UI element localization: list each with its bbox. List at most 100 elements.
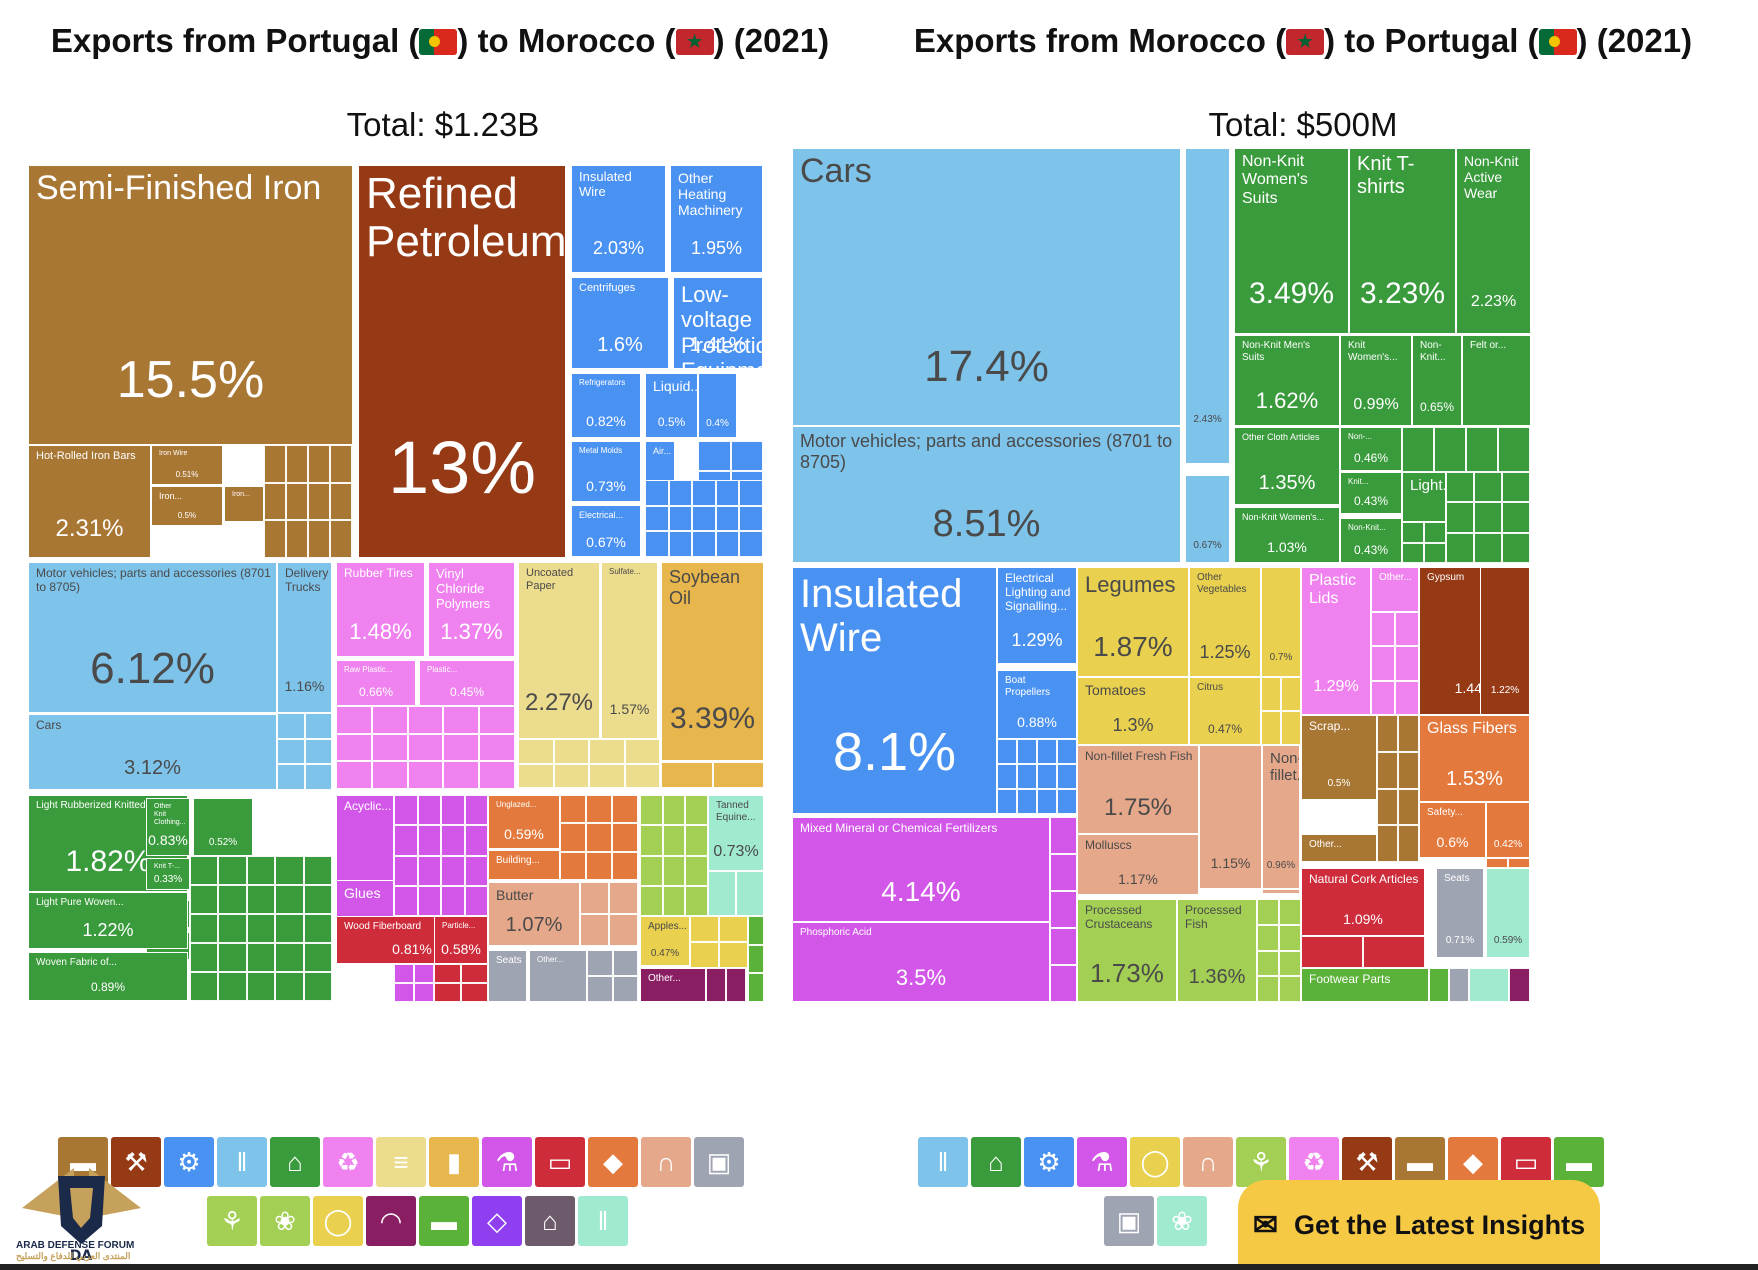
log-icon[interactable]: ▭: [1501, 1137, 1551, 1187]
treemap-minor-tile[interactable]: [1281, 711, 1301, 745]
treemap-minor-tile[interactable]: [1257, 924, 1279, 951]
treemap-tile[interactable]: Iron...: [224, 486, 264, 522]
treemap-tile[interactable]: Knit T-shirts 3.23%: [1349, 148, 1456, 334]
treemap-minor-tile[interactable]: [464, 885, 488, 916]
treemap-minor-tile[interactable]: [661, 762, 713, 788]
hide-icon[interactable]: ❀: [260, 1196, 310, 1246]
treemap-minor-tile[interactable]: [1377, 825, 1398, 862]
shirt-icon[interactable]: ⌂: [270, 1137, 320, 1187]
treemap-minor-tile[interactable]: [1037, 764, 1057, 789]
treemap-minor-tile[interactable]: [1402, 522, 1424, 543]
treemap-minor-tile[interactable]: [748, 944, 764, 974]
treemap-minor-tile[interactable]: [1371, 680, 1395, 715]
treemap-tile[interactable]: Processed Fish 1.36%: [1177, 899, 1257, 1002]
treemap-minor-tile[interactable]: [589, 763, 625, 788]
treemap-minor-tile[interactable]: [1057, 739, 1077, 764]
treemap-minor-tile[interactable]: [1017, 739, 1037, 764]
treemap-minor-tile[interactable]: [275, 856, 304, 885]
treemap-tile[interactable]: Rubber Tires 1.48%: [336, 562, 425, 657]
treemap-minor-tile[interactable]: [685, 795, 708, 826]
treemap-tile[interactable]: Light...: [1402, 472, 1446, 522]
treemap-minor-tile[interactable]: [441, 885, 465, 916]
treemap-minor-tile[interactable]: [715, 480, 740, 506]
treemap-minor-tile[interactable]: [1402, 542, 1424, 563]
treemap-minor-tile[interactable]: [275, 972, 304, 1001]
treemap-minor-tile[interactable]: [277, 713, 305, 739]
treemap-tile[interactable]: Other...: [529, 950, 587, 1002]
treemap-minor-tile[interactable]: [1262, 889, 1300, 894]
treemap-minor-tile[interactable]: [1017, 764, 1037, 789]
treemap-minor-tile[interactable]: [441, 825, 465, 856]
treemap-minor-tile[interactable]: [330, 520, 352, 558]
treemap-minor-tile[interactable]: [1395, 612, 1419, 647]
treemap-minor-tile[interactable]: [443, 761, 480, 789]
treemap-tile[interactable]: Insulated Wire 8.1%: [792, 567, 997, 814]
treemap-tile[interactable]: Other Vegetables 1.25%: [1189, 567, 1261, 677]
treemap-minor-tile[interactable]: [736, 871, 764, 916]
treemap-minor-tile[interactable]: [407, 761, 444, 789]
treemap-minor-tile[interactable]: [394, 855, 418, 886]
treemap-minor-tile[interactable]: [1502, 472, 1530, 503]
treemap-minor-tile[interactable]: [1402, 427, 1434, 472]
treemap-minor-tile[interactable]: [464, 795, 488, 826]
treemap-minor-tile[interactable]: [275, 943, 304, 972]
treemap-minor-tile[interactable]: [698, 441, 731, 471]
treemap-tile[interactable]: Other Heating Machinery 1.95%: [670, 165, 763, 273]
treemap-minor-tile[interactable]: [668, 505, 693, 532]
treemap-minor-tile[interactable]: [246, 914, 276, 943]
treemap-minor-tile[interactable]: [264, 520, 286, 558]
treemap-tile[interactable]: 0.52%: [193, 798, 253, 856]
treemap-minor-tile[interactable]: [739, 480, 763, 506]
treemap-minor-tile[interactable]: [609, 914, 638, 946]
treemap-tile[interactable]: Footwear Parts: [1301, 968, 1429, 1002]
treemap-minor-tile[interactable]: [1050, 854, 1077, 891]
treemap-tile[interactable]: Liquid... 0.5%: [645, 373, 698, 438]
treemap-minor-tile[interactable]: [685, 885, 708, 916]
treemap-minor-tile[interactable]: [518, 739, 554, 764]
treemap-minor-tile[interactable]: [662, 825, 686, 856]
treemap-tile[interactable]: Uncoated Paper 2.27%: [518, 562, 600, 739]
treemap-minor-tile[interactable]: [1257, 899, 1279, 925]
treemap-minor-tile[interactable]: [1037, 789, 1057, 814]
treemap-minor-tile[interactable]: [997, 789, 1017, 814]
treemap-minor-tile[interactable]: [218, 856, 247, 885]
treemap-tile[interactable]: Legumes 1.87%: [1077, 567, 1189, 677]
treemap-tile[interactable]: Boat Propellers 0.88%: [997, 670, 1077, 739]
cow-icon[interactable]: ∩: [1183, 1137, 1233, 1187]
treemap-minor-tile[interactable]: [586, 795, 612, 824]
treemap-minor-tile[interactable]: [303, 885, 332, 914]
pickaxe-icon[interactable]: ⚒: [111, 1137, 161, 1187]
treemap-minor-tile[interactable]: [1050, 891, 1077, 928]
gear-icon[interactable]: ⚙: [1024, 1137, 1074, 1187]
treemap-tile[interactable]: Plastic... 0.45%: [419, 660, 515, 706]
treemap-minor-tile[interactable]: [748, 973, 764, 1002]
stone-icon[interactable]: ◆: [588, 1137, 638, 1187]
treemap-tile[interactable]: Other...: [640, 968, 706, 1002]
treemap-tile[interactable]: Hot-Rolled Iron Bars 2.31%: [28, 445, 151, 558]
treemap-minor-tile[interactable]: [1057, 764, 1077, 789]
treemap-minor-tile[interactable]: [1466, 427, 1498, 472]
treemap-minor-tile[interactable]: [414, 964, 434, 983]
treemap-tile[interactable]: Knit Women's... 0.99%: [1340, 335, 1412, 426]
treemap-minor-tile[interactable]: [712, 762, 764, 788]
treemap-minor-tile[interactable]: [1474, 532, 1502, 563]
hide-icon[interactable]: ❀: [1157, 1196, 1207, 1246]
treemap-minor-tile[interactable]: [1508, 858, 1530, 868]
treemap-minor-tile[interactable]: [246, 856, 276, 885]
treemap-tile[interactable]: Cars 3.12%: [28, 714, 277, 790]
treemap-minor-tile[interactable]: [394, 825, 418, 856]
treemap-minor-tile[interactable]: [330, 445, 352, 483]
cow-icon[interactable]: ∩: [641, 1137, 691, 1187]
treemap-tile[interactable]: 0.42%: [1486, 802, 1530, 858]
treemap-minor-tile[interactable]: [1446, 502, 1474, 533]
treemap-tile[interactable]: Non-Knit... 0.65%: [1412, 335, 1462, 426]
treemap-minor-tile[interactable]: [371, 706, 408, 734]
treemap-minor-tile[interactable]: [1301, 936, 1363, 968]
treemap-minor-tile[interactable]: [336, 733, 372, 762]
treemap-minor-tile[interactable]: [1398, 825, 1419, 862]
treemap-minor-tile[interactable]: [1257, 976, 1279, 1002]
recycle-icon[interactable]: ♻: [1289, 1137, 1339, 1187]
treemap-minor-tile[interactable]: [518, 763, 554, 788]
shirt-icon[interactable]: ⌂: [971, 1137, 1021, 1187]
treemap-minor-tile[interactable]: [414, 983, 434, 1002]
